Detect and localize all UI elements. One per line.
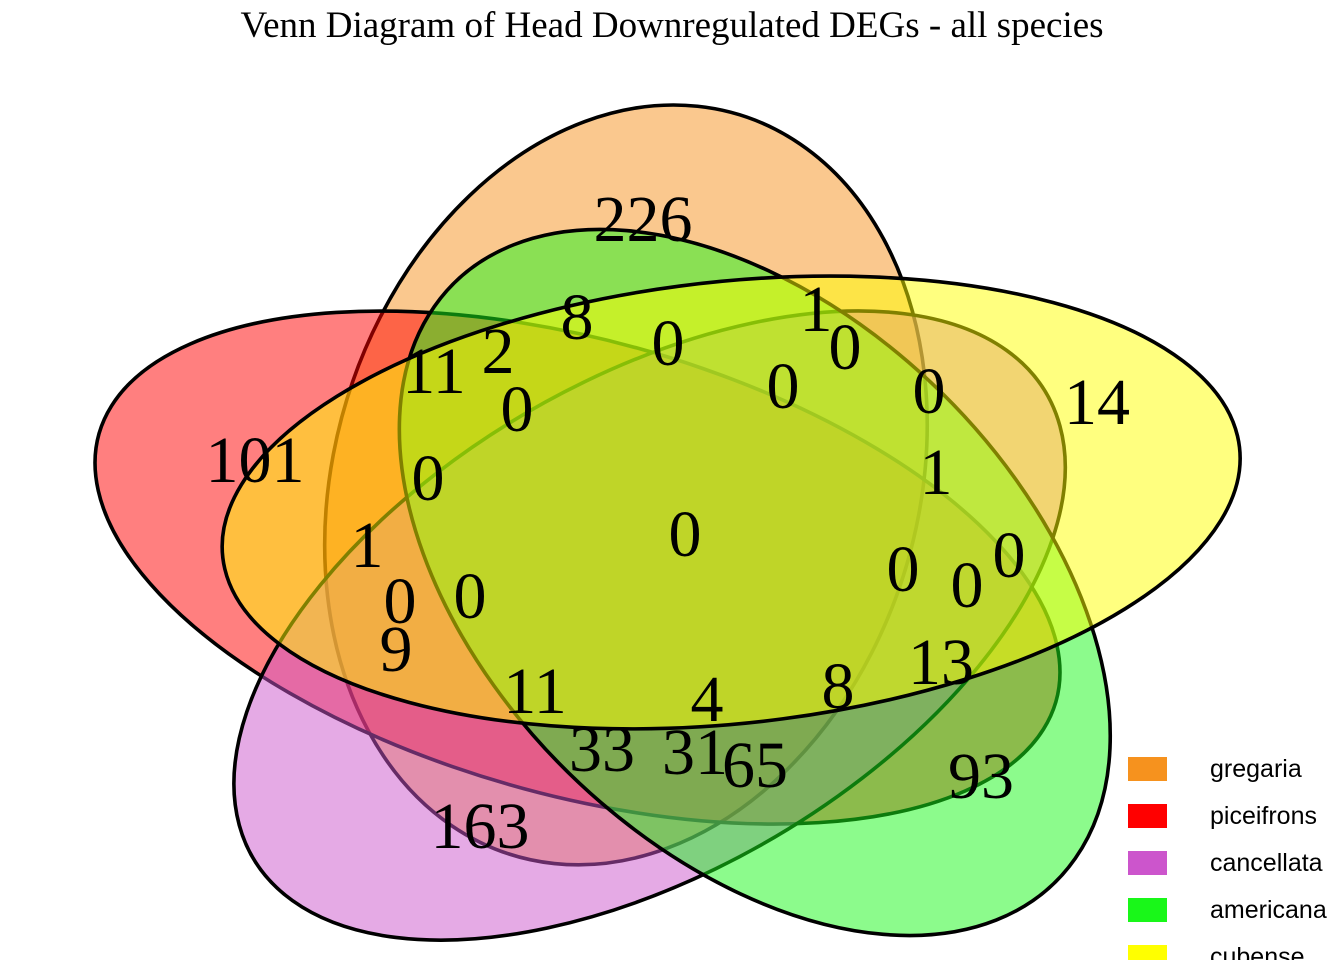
legend-swatch-cancellata: [1128, 851, 1167, 875]
legend-item-cubense: cubense: [1128, 942, 1305, 960]
region-count-gregaria-cubense-cancellata-americana: 0: [766, 350, 800, 423]
region-count-gregaria-piceifrons-cubense: 0: [411, 442, 445, 515]
region-count-gregaria-cancellata: 33: [569, 713, 635, 786]
legend-swatch-americana: [1128, 898, 1167, 922]
region-count-gregaria-cubense: 1: [799, 273, 833, 346]
region-count-cubense-cancellata: 0: [912, 355, 946, 428]
region-count-gregaria-cancellata-americana: 31: [662, 716, 728, 789]
legend-label-cancellata: cancellata: [1210, 848, 1323, 877]
region-count-cubense-cancellata-americana: 1: [919, 436, 953, 509]
region-count-gregaria: 226: [593, 183, 693, 256]
legend-swatch-cubense: [1128, 945, 1167, 960]
region-count-americana: 93: [948, 740, 1014, 813]
region-count-piceifrons-cubense: 1: [350, 509, 384, 582]
region-count-cubense: 14: [1064, 366, 1130, 439]
region-count-gregaria-americana-cubense: 0: [651, 307, 685, 380]
region-count-gregaria-americana: 8: [560, 281, 594, 354]
region-count-piceifrons-americana-cancellata: 8: [821, 650, 855, 723]
region-count-gregaria-piceifrons-cancellata-americana-cubense: 0: [668, 498, 702, 571]
chart-title: Venn Diagram of Head Downregulated DEGs …: [240, 5, 1104, 46]
venn-ellipse-cubense: [173, 220, 1288, 786]
region-count-piceifrons-americana: 13: [908, 626, 974, 699]
region-count-gregaria-piceifrons-americana-cubense: 0: [500, 373, 534, 446]
region-count-piceifrons-cancellata: 9: [379, 613, 413, 686]
legend-label-cubense: cubense: [1210, 942, 1305, 960]
region-count-gregaria-piceifrons: 11: [402, 335, 466, 408]
region-count-gregaria-piceifrons-cancellata-cubense: 0: [453, 560, 487, 633]
legend-swatch-piceifrons: [1128, 804, 1167, 828]
region-count-piceifrons-americana-cubense: 0: [950, 549, 984, 622]
legend-item-cancellata: cancellata: [1128, 848, 1323, 878]
region-count-piceifrons: 101: [205, 424, 305, 497]
legend-item-americana: americana: [1128, 895, 1327, 925]
legend-item-gregaria: gregaria: [1128, 754, 1302, 784]
region-count-cancellata: 163: [430, 790, 530, 863]
legend-item-piceifrons: piceifrons: [1128, 801, 1317, 831]
legend-swatch-gregaria: [1128, 757, 1167, 781]
region-count-cubense-americana: 0: [992, 519, 1026, 592]
legend-label-gregaria: gregaria: [1210, 754, 1302, 783]
region-count-piceifrons-cancellata-cubense: 0: [383, 565, 417, 638]
legend-label-piceifrons: piceifrons: [1210, 801, 1317, 830]
region-count-piceifrons-cancellata-americana-cubense: 0: [886, 533, 920, 606]
legend-label-americana: americana: [1210, 895, 1327, 924]
region-count-gregaria-cubense-cancellata: 0: [828, 311, 862, 384]
region-count-gregaria-piceifrons-cancellata: 11: [503, 655, 567, 728]
region-count-americana-cancellata: 65: [722, 729, 788, 802]
region-count-gregaria-piceifrons-cancellata-americana: 4: [690, 663, 724, 736]
region-count-gregaria-piceifrons-americana: 2: [481, 315, 515, 388]
